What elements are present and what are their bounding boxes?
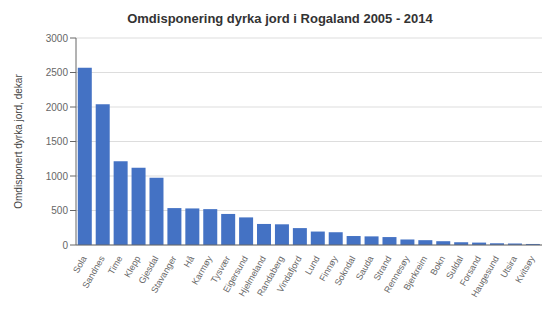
svg-text:Suldal: Suldal [444,254,466,281]
svg-text:Bjerkreim: Bjerkreim [402,254,430,292]
svg-text:0: 0 [62,240,68,251]
svg-text:Sandnes: Sandnes [80,254,107,290]
svg-text:3000: 3000 [46,33,69,44]
svg-text:1500: 1500 [46,136,69,147]
svg-text:Forsand: Forsand [457,254,484,288]
svg-text:Kvitsøy: Kvitsøy [513,254,537,285]
svg-text:Hjelmeland: Hjelmeland [236,254,268,299]
svg-text:Hå: Hå [182,254,196,269]
svg-text:Gjesdal: Gjesdal [136,254,161,286]
svg-text:2000: 2000 [46,102,69,113]
svg-text:Eigersund: Eigersund [221,254,251,295]
svg-text:1000: 1000 [46,171,69,182]
html-text:Omdisponering dyrka jord i Rog: Omdisponering dyrka jord i Rogaland 2005… [127,11,433,26]
svg-text:Haugesund: Haugesund [469,254,501,299]
svg-text:Lund: Lund [303,254,322,277]
svg-text:500: 500 [51,205,68,216]
svg-text:Klepp: Klepp [122,254,143,280]
svg-text:Sauda: Sauda [353,254,376,282]
svg-text:Tysvær: Tysvær [208,254,233,285]
svg-text:Vindafjord: Vindafjord [275,254,304,294]
svg-text:Omdisponert dyrka jord, dekar: Omdisponert dyrka jord, dekar [13,74,24,209]
svg-text:Strand: Strand [371,254,394,283]
svg-text:Stavanger: Stavanger [149,254,178,295]
svg-text:Randaberg: Randaberg [255,254,286,298]
svg-text:2500: 2500 [46,67,69,78]
svg-text:Sola: Sola [71,254,89,275]
svg-text:Utsira: Utsira [498,254,519,280]
svg-text:Finnøy: Finnøy [317,254,340,283]
svg-text:Bokn: Bokn [428,254,448,277]
svg-text:Sokndal: Sokndal [333,254,358,287]
svg-text:Time: Time [106,254,124,276]
svg-text:Karmøy: Karmøy [189,254,215,287]
svg-text:Rennesøy: Rennesøy [382,254,412,295]
